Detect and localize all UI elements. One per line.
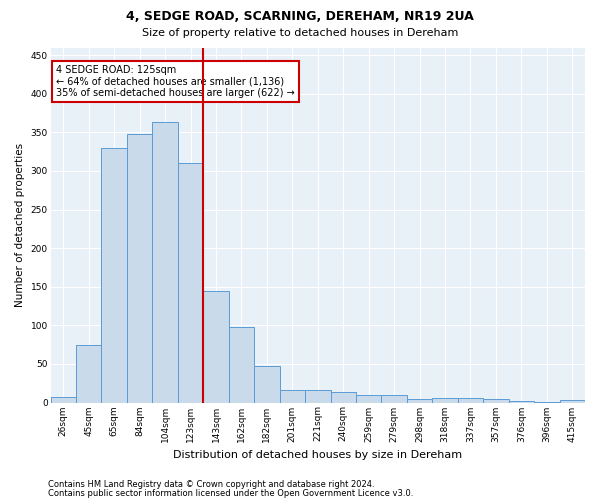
Text: Contains public sector information licensed under the Open Government Licence v3: Contains public sector information licen… bbox=[48, 488, 413, 498]
Bar bbox=[76, 344, 101, 403]
Bar bbox=[101, 148, 127, 403]
Text: Contains HM Land Registry data © Crown copyright and database right 2024.: Contains HM Land Registry data © Crown c… bbox=[48, 480, 374, 489]
Text: Size of property relative to detached houses in Dereham: Size of property relative to detached ho… bbox=[142, 28, 458, 38]
Bar bbox=[305, 390, 331, 402]
Bar bbox=[229, 327, 254, 402]
Bar bbox=[458, 398, 483, 402]
Bar bbox=[433, 398, 458, 402]
Bar bbox=[509, 401, 534, 402]
Bar bbox=[407, 400, 433, 402]
Y-axis label: Number of detached properties: Number of detached properties bbox=[15, 143, 25, 307]
Bar bbox=[560, 400, 585, 402]
Bar bbox=[382, 395, 407, 402]
Bar bbox=[254, 366, 280, 403]
X-axis label: Distribution of detached houses by size in Dereham: Distribution of detached houses by size … bbox=[173, 450, 463, 460]
Text: 4, SEDGE ROAD, SCARNING, DEREHAM, NR19 2UA: 4, SEDGE ROAD, SCARNING, DEREHAM, NR19 2… bbox=[126, 10, 474, 23]
Text: 4 SEDGE ROAD: 125sqm
← 64% of detached houses are smaller (1,136)
35% of semi-de: 4 SEDGE ROAD: 125sqm ← 64% of detached h… bbox=[56, 66, 295, 98]
Bar bbox=[331, 392, 356, 402]
Bar bbox=[280, 390, 305, 402]
Bar bbox=[178, 164, 203, 402]
Bar bbox=[203, 292, 229, 403]
Bar bbox=[152, 122, 178, 402]
Bar bbox=[356, 395, 382, 402]
Bar bbox=[127, 134, 152, 402]
Bar bbox=[50, 397, 76, 402]
Bar bbox=[483, 400, 509, 402]
